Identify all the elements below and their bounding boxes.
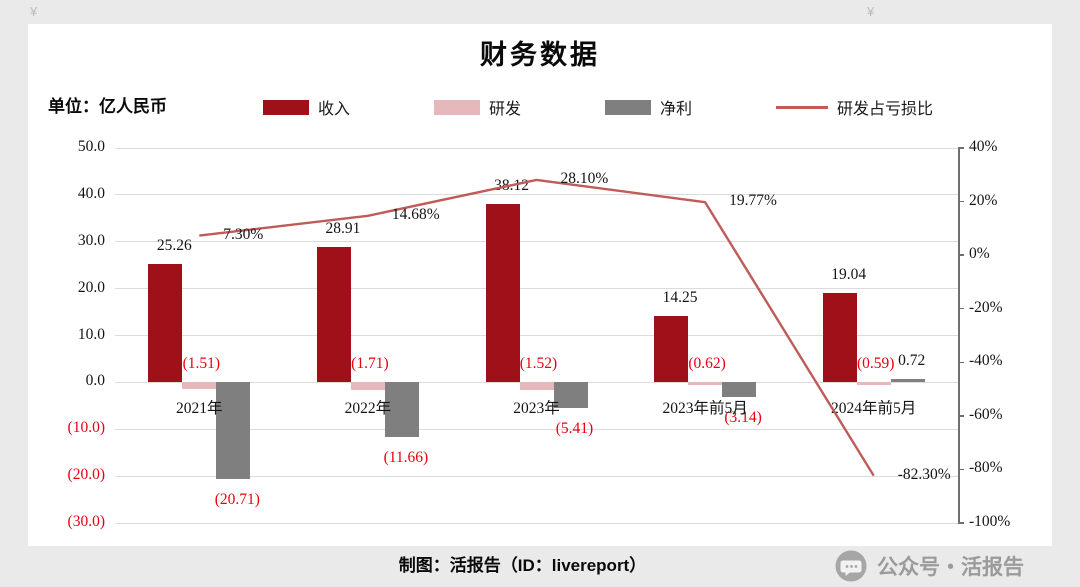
right-axis-tick-label: -60% <box>969 405 1003 423</box>
left-axis-tick-label: 50.0 <box>77 138 105 155</box>
bar-value-net-profit: (20.71) <box>214 491 260 509</box>
legend-item-rnd-loss-ratio: 研发占亏损比 <box>776 95 933 119</box>
gridline <box>115 288 958 290</box>
legend-label-revenue: 收入 <box>318 101 351 118</box>
x-axis-label: 2021年 <box>176 400 223 418</box>
right-axis-tick <box>958 522 964 524</box>
bar-value-net-profit: 0.72 <box>898 352 926 369</box>
right-axis-tick <box>958 307 964 310</box>
ratio-value-label: 7.30% <box>223 225 264 243</box>
bar-rnd <box>350 382 385 391</box>
bar-value-revenue: 38.12 <box>494 176 529 194</box>
legend-label-net-profit: 净利 <box>660 101 693 118</box>
right-axis-tick-label: -80% <box>969 459 1003 477</box>
left-axis-tick-label: 20.0 <box>77 278 105 296</box>
legend-label-rnd: 研发 <box>489 101 522 118</box>
right-axis-tick-label: -40% <box>969 352 1003 370</box>
legend-item-net-profit: 净利 <box>605 95 692 119</box>
legend-item-revenue: 收入 <box>263 95 350 119</box>
bar-revenue <box>148 263 183 383</box>
right-axis-tick <box>958 415 964 417</box>
ratio-value-label: -82.30% <box>897 465 951 483</box>
gridline <box>115 147 958 149</box>
x-axis-label: 2022年 <box>344 400 392 418</box>
legend-swatch-rnd <box>434 99 481 115</box>
right-axis-tick <box>958 361 964 364</box>
bar-value-rnd: (0.62) <box>688 355 726 373</box>
left-axis-tick-label: (30.0) <box>67 513 105 530</box>
x-axis-label: 2023年 <box>513 400 560 418</box>
x-axis-label: 2023年前5月 <box>662 400 748 418</box>
right-axis-tick-label: -20% <box>969 298 1003 316</box>
bar-net-profit <box>722 382 757 398</box>
bar-rnd <box>182 382 217 390</box>
right-axis-tick-label: 20% <box>969 191 998 209</box>
legend-item-rnd: 研发 <box>434 95 521 119</box>
bar-value-rnd: (1.71) <box>351 355 389 373</box>
right-axis-tick <box>958 147 964 149</box>
bar-value-revenue: 28.91 <box>325 219 361 237</box>
legend-swatch-net-profit <box>605 99 652 115</box>
right-axis-tick <box>958 200 964 203</box>
watermark: 公众号・活报告 <box>834 549 1024 583</box>
left-axis-tick-label: 0.0 <box>85 372 105 390</box>
right-axis-tick-label: 0% <box>969 245 990 263</box>
bar-value-rnd: (1.51) <box>182 355 221 373</box>
left-axis-tick-label: (10.0) <box>67 419 105 437</box>
ratio-value-label: 28.10% <box>560 169 609 187</box>
bar-value-revenue: 25.26 <box>156 236 192 254</box>
ratio-value-label: 14.68% <box>391 205 440 223</box>
right-axis-tick-label: 40% <box>969 138 998 155</box>
corner-glyph-right: ¥ <box>867 4 875 19</box>
bar-value-revenue: 14.25 <box>662 288 698 306</box>
bar-rnd <box>519 382 554 390</box>
left-axis-tick-label: (20.0) <box>67 466 105 484</box>
right-axis-tick-label: -100% <box>969 513 1011 530</box>
gridline <box>115 522 958 524</box>
footer-credit: 制图：活报告（ID：livereport） <box>398 556 647 575</box>
right-axis-line <box>958 148 960 524</box>
legend-swatch-rnd-loss-ratio <box>776 105 829 109</box>
right-axis-tick <box>958 254 964 256</box>
bar-value-net-profit: (11.66) <box>383 449 429 467</box>
legend: 收入 研发 净利 研发占亏损比 <box>263 95 933 119</box>
right-axis-tick <box>958 468 964 471</box>
bar-net-profit <box>890 379 925 383</box>
wechat-icon <box>835 550 867 582</box>
legend-swatch-revenue <box>263 99 309 115</box>
bar-value-net-profit: (5.41) <box>555 419 594 437</box>
left-axis-tick-label: 30.0 <box>77 231 105 249</box>
legend-label-rnd-loss-ratio: 研发占亏损比 <box>837 101 934 118</box>
bar-value-revenue: 19.04 <box>831 266 867 284</box>
corner-glyph-left: ¥ <box>30 4 38 19</box>
ratio-value-label: 19.77% <box>729 192 777 210</box>
bar-rnd <box>856 382 891 386</box>
bar-rnd <box>688 382 723 386</box>
chart-title: 财务数据 <box>480 40 600 70</box>
watermark-text: 公众号・活报告 <box>877 556 1024 579</box>
left-axis-tick-label: 40.0 <box>77 184 105 202</box>
x-axis-label: 2024年前5月 <box>831 400 917 418</box>
bar-value-rnd: (1.52) <box>519 355 558 373</box>
left-axis-tick-label: 10.0 <box>77 325 105 343</box>
unit-label: 单位：亿人民币 <box>48 97 167 116</box>
